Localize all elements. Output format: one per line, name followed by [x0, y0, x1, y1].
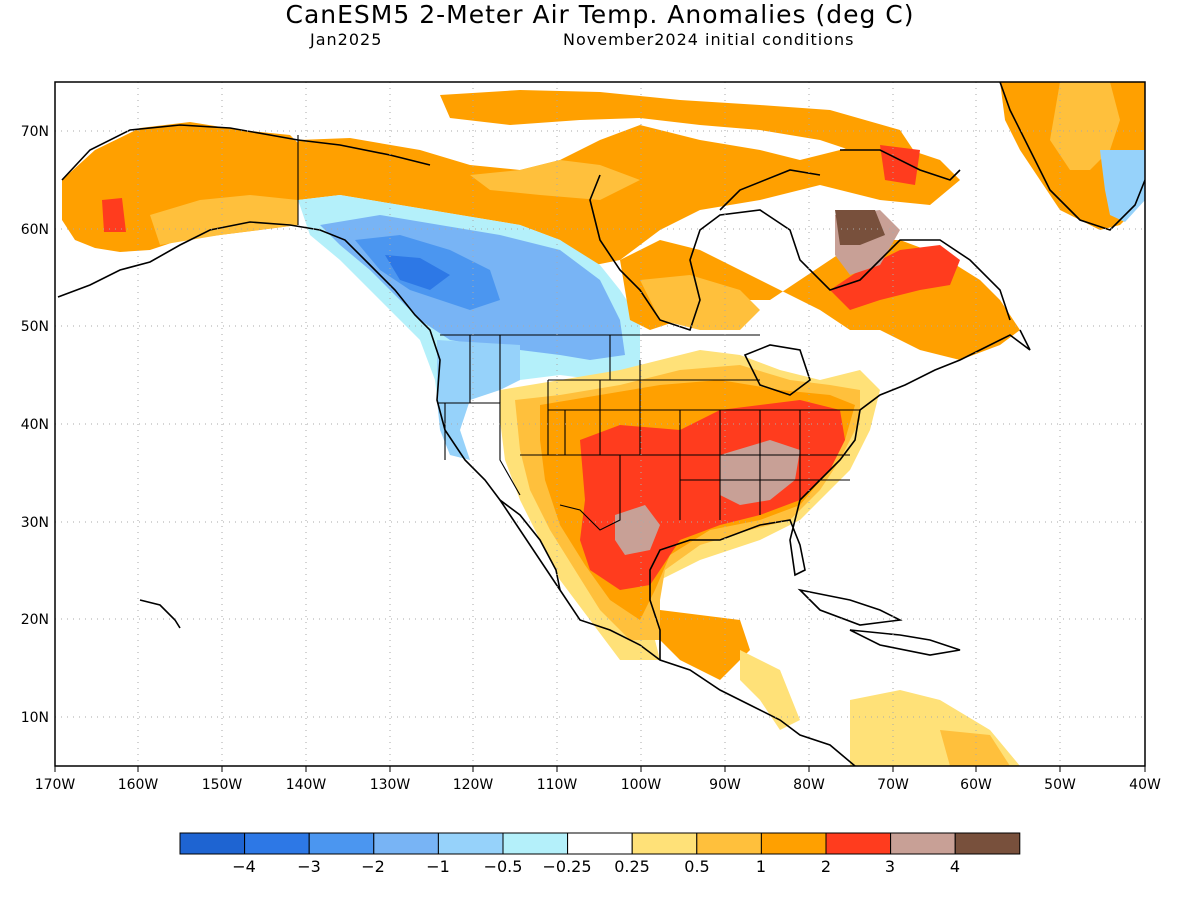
colorbar-cell	[244, 832, 310, 855]
pnw-cool	[437, 340, 520, 460]
map-frame	[54, 81, 1146, 767]
lon-label: 110W	[537, 777, 578, 793]
colorbar-label: −0.5	[484, 857, 523, 876]
colorbar-cell	[179, 832, 246, 855]
lat-label: 10N	[21, 710, 49, 726]
colorbar-cell	[825, 832, 892, 855]
colorbar-cell	[437, 832, 504, 855]
lon-label: 90W	[709, 777, 741, 793]
lon-label: 70W	[877, 777, 909, 793]
valid-month: Jan2025	[310, 30, 383, 49]
texas-tan	[615, 505, 660, 555]
lon-label: 160W	[118, 777, 159, 793]
colorbar-cell	[890, 832, 956, 855]
alaska-red	[102, 198, 126, 232]
colorbar-label: 1	[756, 857, 766, 876]
graticule	[55, 82, 1145, 766]
lon-label: 60W	[960, 777, 992, 793]
political-borders	[297, 135, 860, 531]
quebec-red	[830, 245, 960, 310]
alaska-lighter	[150, 195, 298, 245]
lat-label: 30N	[21, 515, 49, 531]
colorbar-label: 0.25	[614, 857, 650, 876]
lon-label: 130W	[370, 777, 411, 793]
lon-label: 140W	[286, 777, 327, 793]
init-conditions: November2024 initial conditions	[563, 30, 855, 49]
colorbar-labels: −4 −3 −2 −1 −0.5 −0.25 0.25 0.5 1 2 3 4	[232, 857, 960, 876]
lon-label: 100W	[621, 777, 662, 793]
colorbar-label: −3	[297, 857, 321, 876]
w-canada-coldest	[385, 255, 450, 290]
colorbar-cell	[502, 832, 569, 855]
colorbar-label: −2	[361, 857, 385, 876]
colorbar-cell	[760, 832, 827, 855]
arctic-yellow	[470, 160, 640, 200]
colorbar-cell	[696, 832, 762, 855]
colorbar	[179, 832, 1021, 855]
arctic-islands-warm	[440, 90, 920, 160]
lon-label: 40W	[1129, 777, 1161, 793]
arctic-canada-warm	[298, 125, 960, 265]
lon-label: 50W	[1044, 777, 1076, 793]
lat-label: 20N	[21, 612, 49, 628]
lon-axis: 170W 160W 150W 140W 130W 120W 110W 100W …	[35, 777, 1161, 793]
c-america-warm	[660, 610, 750, 680]
colorbar-label: 0.5	[684, 857, 709, 876]
coastlines	[57, 82, 1145, 766]
s-america-orange	[940, 730, 1010, 766]
lat-label: 40N	[21, 417, 49, 433]
lon-label: 80W	[793, 777, 825, 793]
colorbar-label: −4	[232, 857, 256, 876]
map-title: CanESM5 2-Meter Air Temp. Anomalies (deg…	[285, 0, 915, 29]
greenland-cool	[1100, 150, 1145, 222]
colorbar-cell	[567, 832, 633, 855]
colorbar-label: −0.25	[542, 857, 591, 876]
lon-label: 170W	[35, 777, 76, 793]
c-america-light	[740, 650, 800, 730]
lat-label: 60N	[21, 222, 49, 238]
colorbar-label: 2	[821, 857, 831, 876]
colorbar-cell	[631, 832, 698, 855]
colorbar-label: 3	[885, 857, 895, 876]
greenland-light	[1050, 82, 1120, 170]
anomaly-field	[57, 82, 1145, 766]
colorbar-cell	[308, 832, 375, 855]
lat-label: 50N	[21, 319, 49, 335]
lat-axis: 70N 60N 50N 40N 30N 20N 10N	[21, 124, 49, 726]
colorbar-cell	[954, 832, 1021, 855]
colorbar-label: −1	[426, 857, 450, 876]
lon-ticks	[54, 766, 1146, 772]
arctic-red1	[880, 145, 920, 185]
quebec-brown	[835, 210, 885, 245]
colorbar-label: 4	[950, 857, 960, 876]
lat-label: 70N	[21, 124, 49, 140]
lon-label: 150W	[202, 777, 243, 793]
lon-label: 120W	[453, 777, 494, 793]
colorbar-cell	[373, 832, 439, 855]
